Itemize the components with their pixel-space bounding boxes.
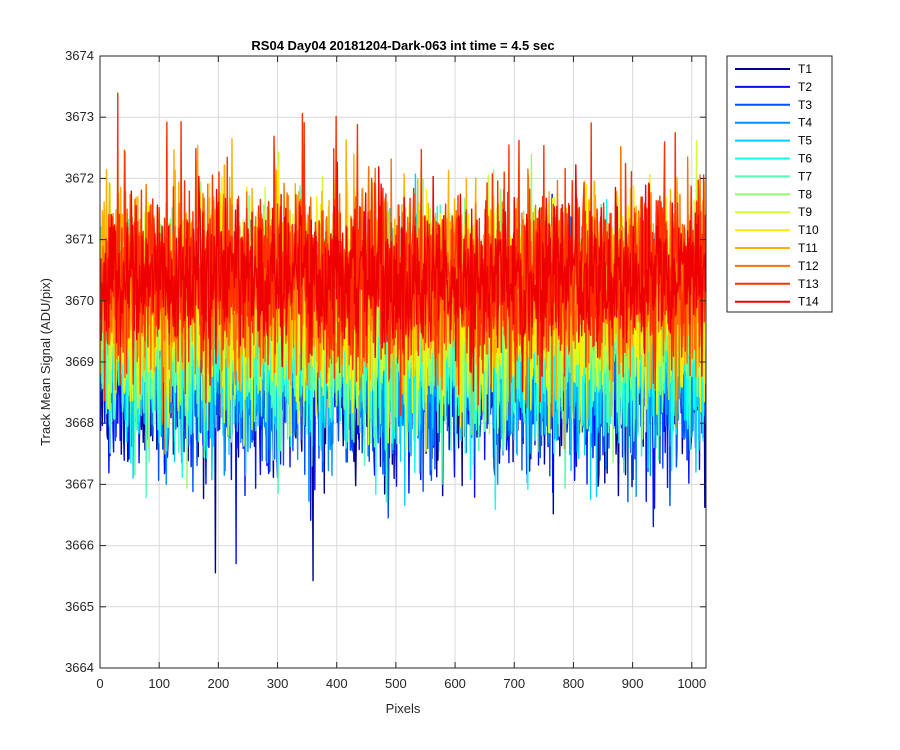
legend[interactable]: T1 T2 T3 T4 T5 T6 T7 T8 T9 T10 T11 T12 T13 T14 [726,55,833,313]
legend-entry-t9[interactable]: T9 [798,205,812,219]
y-tick-label: 3667 [65,476,94,491]
x-tick-label: 200 [208,676,230,691]
x-tick-label: 900 [622,676,644,691]
y-tick-label: 3664 [65,660,94,675]
y-tick-label: 3673 [65,109,94,124]
x-tick-label: 400 [326,676,348,691]
x-tick-label: 1000 [677,676,706,691]
legend-entry-t11[interactable]: T11 [798,241,818,255]
legend-entry-t14[interactable]: T14 [798,295,819,309]
series-line-t14 [100,161,706,393]
x-tick-label: 0 [96,676,103,691]
x-axis-label: Pixels [386,701,421,716]
legend-entry-t7[interactable]: T7 [798,169,812,183]
y-axis-label: Track Mean Signal (ADU/pix) [38,278,53,446]
y-tick-label: 3668 [65,415,94,430]
y-tick-label: 3670 [65,293,94,308]
legend-entry-t6[interactable]: T6 [798,152,812,166]
x-tick-label: 800 [563,676,585,691]
legend-entry-t8[interactable]: T8 [798,187,812,201]
x-tick-label: 300 [267,676,289,691]
legend-entry-t3[interactable]: T3 [798,98,812,112]
legend-box [726,55,833,313]
x-tick-label: 500 [385,676,407,691]
y-tick-label: 3669 [65,354,94,369]
x-tick-label: 600 [444,676,466,691]
legend-entry-t12[interactable]: T12 [798,259,819,273]
legend-entry-t5[interactable]: T5 [798,134,812,148]
y-tick-label: 3665 [65,599,94,614]
series-layer [100,92,706,582]
legend-entry-t1[interactable]: T1 [798,62,812,76]
legend-entry-t4[interactable]: T4 [798,116,812,130]
legend-entry-t10[interactable]: T10 [798,223,819,237]
x-tick-label: 700 [503,676,525,691]
y-tick-label: 3672 [65,170,94,185]
chart-title: RS04 Day04 20181204-Dark-063 int time = … [251,38,554,53]
y-tick-label: 3674 [65,48,94,63]
tick-layer: 0 100 200 300 400 500 600 700 800 900 1000 3664 3665… [65,48,706,691]
legend-entry-t13[interactable]: T13 [798,277,819,291]
x-tick-label: 100 [148,676,170,691]
legend-entry-t2[interactable]: T2 [798,80,812,94]
y-tick-label: 3671 [65,232,94,247]
y-tick-label: 3666 [65,538,94,553]
